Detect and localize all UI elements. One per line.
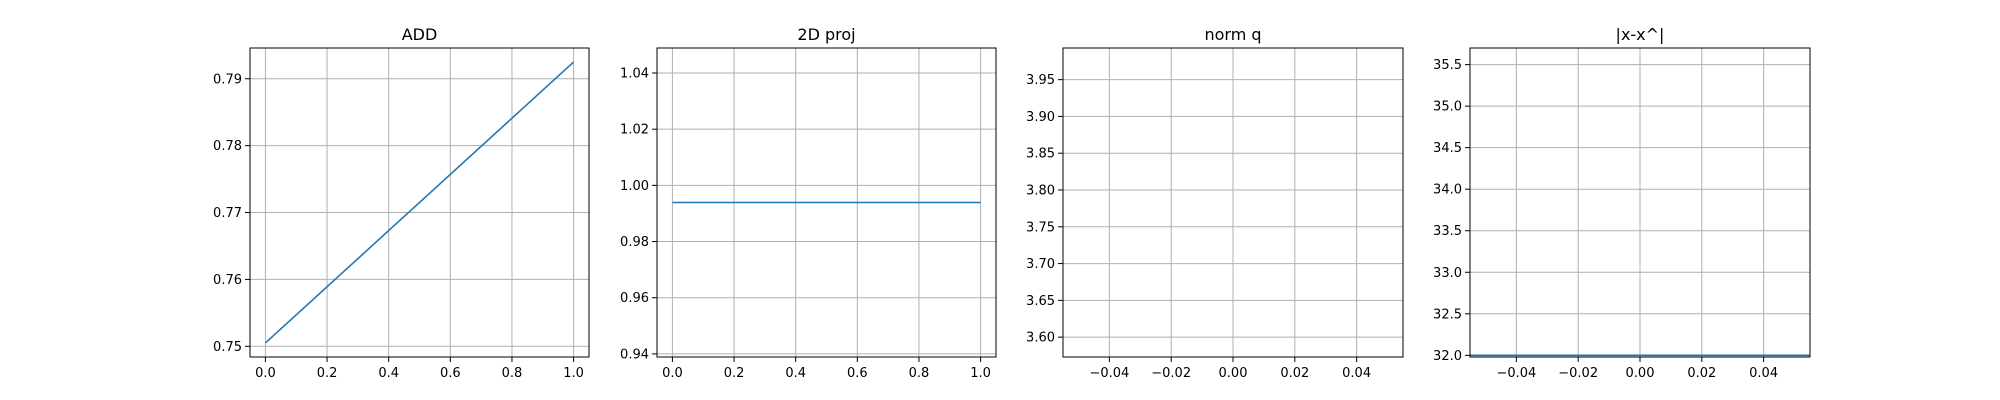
- y-tick-label: 0.79: [213, 72, 242, 87]
- x-tick-label: 1.0: [563, 366, 584, 381]
- y-tick-label: 32.0: [1433, 349, 1462, 364]
- y-tick-label: 3.65: [1026, 294, 1055, 309]
- y-tick-label: 33.0: [1433, 266, 1462, 281]
- subplot-title: ADD: [402, 25, 438, 44]
- subplot-title: norm q: [1204, 25, 1261, 44]
- y-tick-label: 34.0: [1433, 183, 1462, 198]
- x-tick-label: −0.04: [1496, 366, 1536, 381]
- subplot-1: 0.0 0.2 0.4 0.6 0.8 1.0 0.75 0.76 0.77 0.78 0.79 AD…: [213, 25, 590, 381]
- x-tick-label: −0.02: [1151, 366, 1191, 381]
- y-tick-label: 1.02: [620, 123, 649, 138]
- y-tick-label: 0.98: [620, 235, 649, 250]
- x-tick-label: 0.0: [662, 366, 683, 381]
- y-tick-label: 1.00: [620, 179, 649, 194]
- x-tick-label: 0.04: [1342, 366, 1371, 381]
- x-tick-label: 0.2: [317, 366, 338, 381]
- y-tick-label: 3.80: [1026, 183, 1055, 198]
- axes-frame: [656, 47, 997, 358]
- axes-frame: [249, 47, 590, 358]
- x-tick-label: 0.8: [909, 366, 930, 381]
- y-tick-label: 32.5: [1433, 307, 1462, 322]
- y-tick-label: 0.96: [620, 291, 649, 306]
- subplot-title: 2D proj: [797, 25, 855, 44]
- x-tick-label: 0.02: [1280, 366, 1309, 381]
- y-tick-label: 0.76: [213, 273, 242, 288]
- y-tick-label: 3.95: [1026, 73, 1055, 88]
- y-tick-label: 3.85: [1026, 147, 1055, 162]
- x-tick-label: 0.6: [847, 366, 868, 381]
- subplot-2: 0.0 0.2 0.4 0.6 0.8 1.0 0.94 0.96 0.98 1.00 1.02 1.…: [620, 25, 997, 381]
- y-tick-label: 3.70: [1026, 257, 1055, 272]
- subplot-3: −0.04 −0.02 0.00 0.02 0.04 3.60 3.65 3.70 3.75 3.…: [1026, 25, 1404, 381]
- y-tick-label: 3.75: [1026, 220, 1055, 235]
- y-tick-label: 1.04: [620, 67, 649, 82]
- x-tick-label: 0.00: [1626, 366, 1655, 381]
- x-tick-label: 0.04: [1749, 366, 1778, 381]
- y-tick-label: 0.77: [213, 206, 242, 221]
- x-tick-label: 0.6: [440, 366, 461, 381]
- x-tick-label: 0.2: [724, 366, 745, 381]
- y-tick-label: 35.5: [1433, 58, 1462, 73]
- y-tick-label: 3.90: [1026, 110, 1055, 125]
- x-tick-label: −0.04: [1089, 366, 1129, 381]
- subplot-4: −0.04 −0.02 0.00 0.02 0.04 32.0 32.5 33.0 33.5 34…: [1433, 25, 1811, 381]
- subplot-title: |x-x^|: [1616, 25, 1665, 44]
- y-tick-label: 0.75: [213, 340, 242, 355]
- x-tick-label: 0.4: [378, 366, 399, 381]
- y-tick-label: 0.78: [213, 139, 242, 154]
- y-tick-label: 35.0: [1433, 100, 1462, 115]
- x-tick-label: 0.4: [785, 366, 806, 381]
- x-tick-label: 1.0: [970, 366, 991, 381]
- y-tick-label: 0.94: [620, 347, 649, 362]
- x-tick-label: 0.0: [255, 366, 276, 381]
- x-tick-label: 0.00: [1219, 366, 1248, 381]
- x-tick-label: 0.8: [502, 366, 523, 381]
- y-tick-label: 34.5: [1433, 141, 1462, 156]
- y-tick-label: 3.60: [1026, 331, 1055, 346]
- x-tick-label: −0.02: [1558, 366, 1598, 381]
- x-tick-label: 0.02: [1687, 366, 1716, 381]
- series-line-1: [264, 61, 575, 344]
- y-tick-label: 33.5: [1433, 224, 1462, 239]
